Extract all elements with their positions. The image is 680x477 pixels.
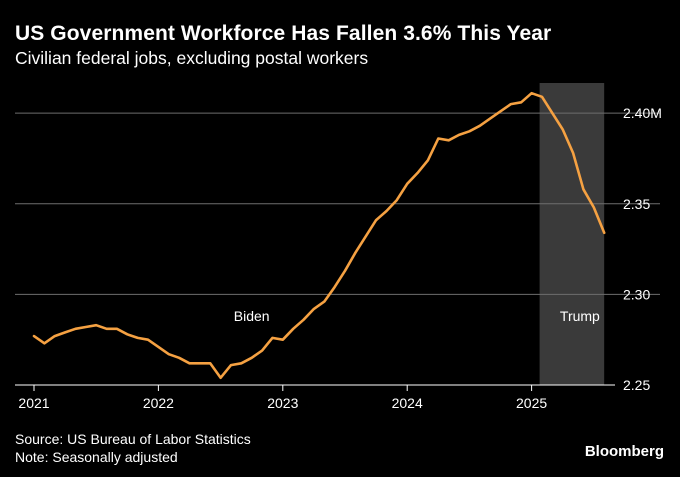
chart-footer: Source: US Bureau of Labor Statistics No… [15, 430, 251, 466]
y-tick-label: 2.25 [623, 377, 650, 393]
y-tick-label: 2.35 [623, 196, 650, 212]
annotation-label: Biden [234, 308, 270, 324]
y-tick-label: 2.40M [623, 105, 662, 121]
source-note: Source: US Bureau of Labor Statistics [15, 431, 251, 447]
workforce-series-line [32, 91, 606, 380]
chart-subtitle: Civilian federal jobs, excluding postal … [15, 48, 369, 68]
x-tick-label: 2024 [392, 395, 423, 411]
x-tick-label: 2022 [143, 395, 174, 411]
x-tick-label: 2025 [516, 395, 547, 411]
chart-title: US Government Workforce Has Fallen 3.6% … [15, 22, 552, 45]
bloomberg-logo: Bloomberg [584, 443, 664, 460]
y-tick-label: 2.30 [623, 286, 650, 302]
adjustment-note: Note: Seasonally adjusted [15, 449, 178, 465]
trump-term-shade [539, 83, 605, 385]
x-tick-label: 2021 [18, 395, 49, 411]
shade-label: Trump [560, 308, 600, 324]
x-tick-label: 2023 [267, 395, 298, 411]
